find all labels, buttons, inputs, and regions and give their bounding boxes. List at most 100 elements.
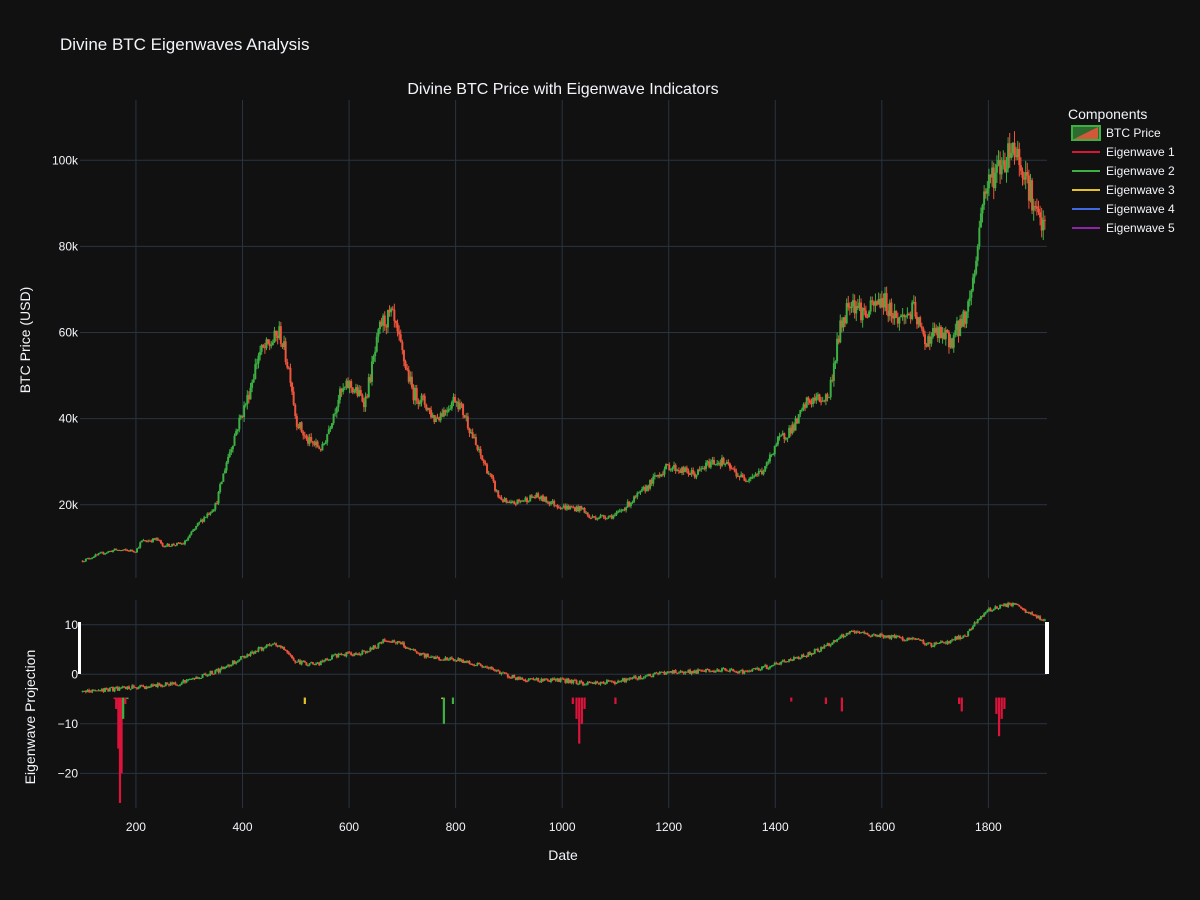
- candle-body: [744, 480, 747, 482]
- eigen-candle-body: [543, 678, 546, 681]
- candle-body: [487, 473, 490, 475]
- candle-body: [533, 496, 536, 498]
- eigen-candle-body: [652, 674, 655, 678]
- candle-body: [500, 497, 503, 500]
- candle-body: [412, 387, 415, 401]
- legend-item[interactable]: BTC Price: [1071, 125, 1161, 141]
- candle-body: [855, 305, 858, 314]
- eigen-candle-body: [446, 657, 449, 660]
- eigen-candle-body: [458, 658, 461, 662]
- candle-body: [585, 512, 588, 514]
- candle-body: [983, 191, 986, 205]
- eigen-candle-body: [880, 633, 883, 636]
- eigen-candle-body: [514, 677, 517, 680]
- eigen-candle-body: [257, 647, 260, 652]
- eigen-candle-body: [1008, 602, 1011, 604]
- eigen-candle-body: [508, 677, 511, 679]
- eigen-candle-body: [863, 631, 866, 634]
- legend-swatch-candle-dec: [1074, 127, 1098, 139]
- candle-body: [404, 361, 407, 369]
- candle-body: [407, 369, 410, 382]
- eigen-candle-body: [976, 619, 979, 623]
- candle-body: [946, 329, 949, 333]
- eigen-candle-body: [468, 661, 471, 664]
- candle-body: [490, 474, 493, 478]
- legend-label: Eigenwave 2: [1106, 164, 1175, 178]
- eigen-candle-body: [620, 680, 623, 682]
- candle-body: [156, 538, 159, 540]
- eigen-candle-body: [625, 678, 628, 682]
- legend-item[interactable]: Eigenwave 1: [1072, 145, 1175, 159]
- legend-item[interactable]: Eigenwave 4: [1072, 202, 1175, 216]
- legend-item[interactable]: Eigenwave 3: [1072, 183, 1175, 197]
- candle-body: [238, 417, 241, 430]
- candle-body: [663, 469, 666, 475]
- candle-body: [414, 388, 417, 401]
- eigen-candle-body: [725, 670, 728, 672]
- eigen-candle-body: [864, 632, 867, 634]
- eigen-candle-body: [529, 678, 532, 680]
- eigen-candle-body: [455, 660, 458, 662]
- eigen-spikes: [113, 697, 1006, 804]
- eigen-candle-body: [123, 686, 126, 688]
- eigen-candle-body: [743, 670, 746, 674]
- candle-body: [251, 382, 254, 388]
- candle-body: [885, 293, 888, 311]
- legend-item[interactable]: Eigenwave 5: [1072, 221, 1175, 235]
- eigen-candle-body: [757, 668, 760, 670]
- eigen-y-tick-label: −10: [58, 717, 79, 731]
- eigen-candle-body: [412, 649, 415, 651]
- candle-body: [257, 355, 260, 364]
- candle-body: [1011, 142, 1014, 153]
- candle-body: [775, 444, 778, 446]
- candle-body: [430, 409, 433, 418]
- eigen-candle-body: [570, 680, 573, 684]
- eigen-candle-body: [190, 678, 193, 680]
- legend-item[interactable]: Eigenwave 2: [1072, 164, 1175, 178]
- candle-body: [900, 315, 903, 318]
- candle-body: [81, 560, 84, 562]
- eigen-candle-body: [602, 682, 605, 684]
- eigen-candle-body: [679, 671, 682, 673]
- candle-body: [113, 548, 116, 551]
- candle-body: [791, 424, 794, 434]
- candle-body: [549, 502, 552, 505]
- candle-body: [89, 558, 92, 560]
- eigen-candle-body: [866, 632, 869, 635]
- candle-body: [631, 501, 634, 503]
- candle-body: [815, 396, 818, 401]
- eigen-candle-body: [791, 660, 794, 662]
- eigen-candle-body: [473, 664, 476, 666]
- eigen-candle-body: [163, 685, 166, 687]
- candle-body: [703, 468, 706, 470]
- eigen-candle-body: [1000, 604, 1003, 606]
- candle-body: [1005, 168, 1008, 173]
- eigen-candle-body: [936, 643, 939, 645]
- eigen-candle-body: [307, 664, 310, 666]
- eigen-candle-body: [900, 637, 903, 639]
- candle-body: [951, 338, 954, 348]
- range-handle-left[interactable]: [78, 622, 81, 674]
- eigen-candle-body: [207, 674, 210, 676]
- eigen-candle-body: [449, 657, 452, 660]
- candle-body: [586, 512, 589, 516]
- candle-body: [481, 455, 484, 461]
- candle-body: [466, 416, 469, 429]
- candle-body: [807, 397, 810, 401]
- candle-body: [201, 519, 204, 522]
- eigen-candle-body: [874, 634, 877, 637]
- candle-body: [497, 490, 500, 497]
- candle-body: [227, 456, 230, 463]
- eigen-candle-body: [259, 647, 262, 649]
- candle-body: [987, 174, 990, 189]
- candle-body: [708, 461, 711, 468]
- range-handle-right[interactable]: [1045, 622, 1049, 674]
- eigen-candle-body: [700, 670, 703, 672]
- eigen-candle-body: [848, 631, 851, 634]
- candle-body: [1024, 171, 1027, 180]
- candle-body: [163, 545, 166, 548]
- eigen-candle-body: [906, 638, 909, 641]
- candle-body: [390, 308, 393, 313]
- candle-body: [311, 441, 314, 444]
- candle-body: [545, 496, 548, 503]
